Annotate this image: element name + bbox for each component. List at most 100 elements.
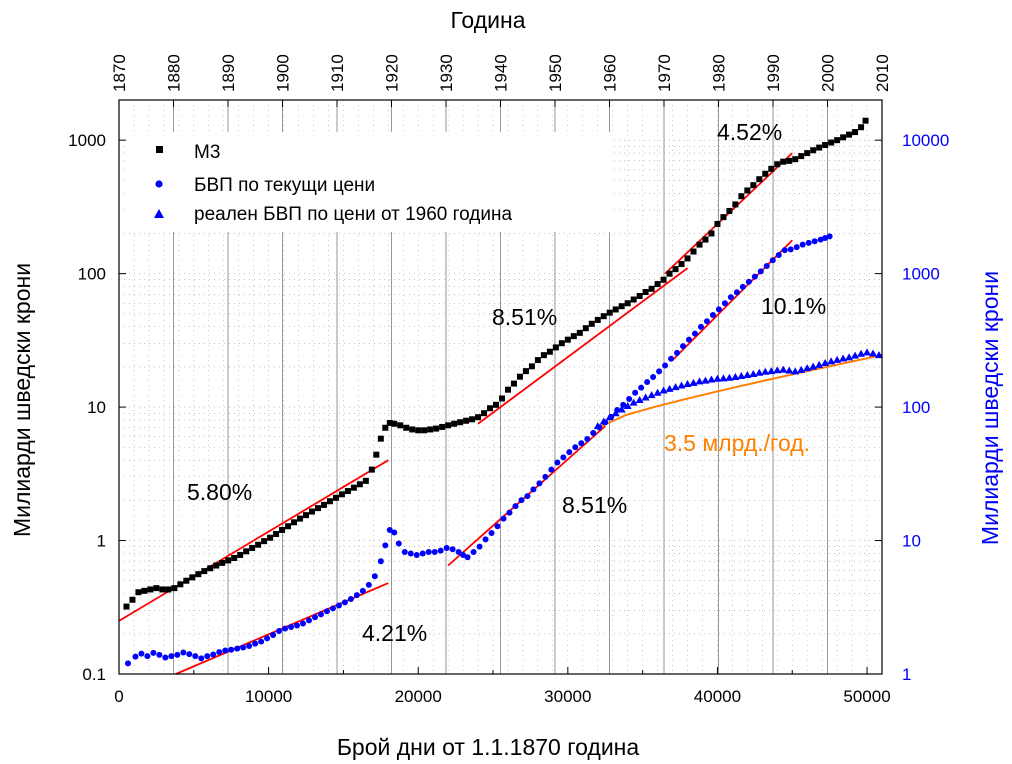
data-point-nominal-gdp	[460, 551, 467, 558]
data-point-nominal-gdp	[554, 459, 561, 466]
data-point-m3	[726, 207, 733, 214]
data-point-nominal-gdp	[745, 278, 752, 285]
y2-tick-label: 10	[902, 532, 921, 551]
annotation-m3-1870: 5.80%	[187, 479, 252, 505]
data-point-nominal-gdp	[341, 599, 348, 606]
data-point-m3	[403, 424, 410, 431]
data-point-real-gdp	[671, 383, 680, 391]
x2-tick-label: 1880	[165, 54, 184, 92]
data-point-m3	[792, 156, 799, 163]
data-point-m3	[570, 333, 577, 340]
annotation-m3-1980: 4.52%	[717, 119, 782, 145]
data-point-nominal-gdp	[476, 543, 483, 550]
data-point-m3	[552, 344, 559, 351]
data-point-nominal-gdp	[386, 526, 393, 533]
data-point-real-gdp	[707, 375, 716, 383]
data-point-nominal-gdp	[715, 306, 722, 313]
data-point-m3	[261, 538, 268, 545]
data-point-m3	[135, 589, 142, 596]
data-point-m3	[457, 419, 464, 426]
data-point-nominal-gdp	[464, 554, 471, 561]
data-point-nominal-gdp	[674, 349, 681, 356]
data-point-m3	[320, 501, 327, 508]
data-point-nominal-gdp	[584, 435, 591, 442]
data-point-m3	[409, 426, 416, 433]
data-point-m3	[582, 325, 589, 332]
data-point-real-gdp	[653, 388, 662, 396]
data-point-real-gdp	[761, 367, 770, 375]
data-point-nominal-gdp	[174, 651, 181, 658]
y-tick-label: 1000	[68, 131, 106, 150]
data-point-real-gdp	[719, 374, 728, 382]
x-tick-label: 0	[114, 687, 123, 706]
data-point-m3	[171, 585, 178, 592]
data-point-real-gdp	[689, 378, 698, 386]
data-point-nominal-gdp	[733, 289, 740, 296]
data-point-nominal-gdp	[258, 638, 265, 645]
data-point-m3	[528, 363, 535, 370]
data-point-nominal-gdp	[656, 368, 663, 375]
data-point-nominal-gdp	[560, 454, 567, 461]
y-tick-label: 100	[78, 265, 106, 284]
annotation-gdp-1880: 4.21%	[362, 620, 427, 646]
x2-axis-label: Година	[451, 7, 526, 33]
data-point-nominal-gdp	[413, 551, 420, 558]
data-point-m3	[648, 285, 655, 292]
data-point-real-gdp	[755, 368, 764, 376]
data-point-nominal-gdp	[294, 622, 301, 629]
data-point-real-gdp	[599, 417, 608, 425]
data-point-nominal-gdp	[228, 646, 235, 653]
data-point-nominal-gdp	[650, 374, 657, 381]
data-point-real-gdp	[737, 371, 746, 379]
data-point-m3	[540, 352, 547, 359]
data-point-nominal-gdp	[488, 529, 495, 536]
data-point-real-gdp	[869, 349, 878, 357]
x2-tick-label: 1910	[328, 54, 347, 92]
data-point-m3	[386, 419, 393, 426]
data-point-nominal-gdp	[317, 611, 324, 618]
data-point-m3	[858, 124, 865, 131]
data-point-m3	[141, 587, 148, 594]
data-point-nominal-gdp	[377, 558, 384, 565]
data-point-m3	[475, 414, 482, 421]
data-point-m3	[690, 248, 697, 255]
data-point-m3	[624, 300, 631, 307]
data-point-m3	[576, 329, 583, 336]
data-point-nominal-gdp	[482, 536, 489, 543]
axes: 0 10000 20000 30000 40000 50000 1870 1880 1890 19…	[68, 54, 949, 706]
data-point-real-gdp	[593, 422, 602, 430]
data-point-m3	[708, 230, 715, 237]
data-point-real-gdp	[725, 373, 734, 381]
x-tick-label: 30000	[544, 687, 591, 706]
data-point-m3	[534, 357, 541, 364]
data-point-nominal-gdp	[590, 429, 597, 436]
x-tick-label: 40000	[694, 687, 741, 706]
data-point-m3	[189, 574, 196, 581]
markers	[123, 117, 884, 667]
legend-label-real-gdp: реален БВП по цени от 1960 година	[194, 204, 512, 225]
data-point-nominal-gdp	[138, 650, 145, 657]
data-point-nominal-gdp	[697, 323, 704, 330]
data-point-real-gdp	[665, 384, 674, 392]
data-point-nominal-gdp	[210, 651, 217, 658]
data-point-nominal-gdp	[530, 486, 537, 493]
x2-tick-label: 2000	[819, 54, 838, 92]
data-point-nominal-gdp	[506, 509, 513, 516]
data-point-m3	[504, 386, 511, 393]
data-point-m3	[415, 427, 422, 434]
data-point-nominal-gdp	[264, 635, 271, 642]
x-tick-label: 10000	[245, 687, 292, 706]
data-point-real-gdp	[809, 362, 818, 370]
data-point-nominal-gdp	[437, 547, 444, 554]
data-point-m3	[834, 137, 841, 144]
data-point-nominal-gdp	[638, 384, 645, 391]
data-point-m3	[678, 261, 685, 268]
fit-line-m3-1940	[477, 267, 689, 425]
data-point-nominal-gdp	[186, 651, 193, 658]
data-point-real-gdp	[743, 370, 752, 378]
data-point-nominal-gdp	[311, 614, 318, 621]
data-point-nominal-gdp	[644, 379, 651, 386]
data-point-real-gdp	[611, 409, 620, 417]
data-point-m3	[147, 586, 154, 593]
data-point-real-gdp	[635, 396, 644, 404]
